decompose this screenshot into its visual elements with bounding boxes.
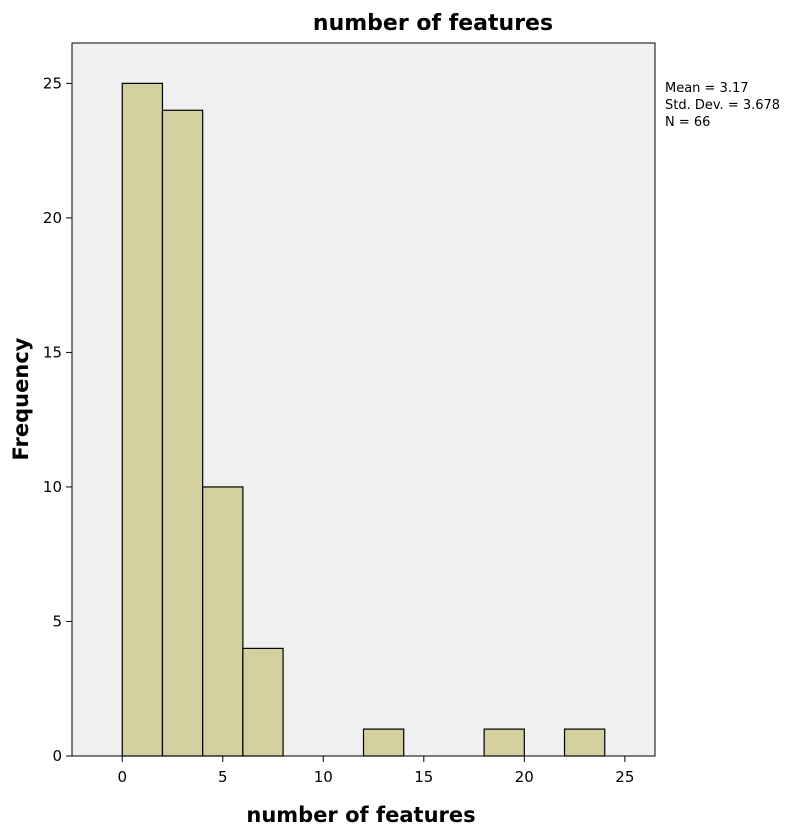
histogram-bar	[121, 82, 164, 757]
stats-mean: Mean = 3.17	[665, 81, 749, 96]
histogram-bar	[202, 486, 244, 757]
chart-title: number of features	[313, 11, 553, 36]
stats-legend: Mean = 3.17 Std. Dev. = 3.678 N = 66	[665, 81, 780, 130]
plot-frame	[71, 42, 656, 757]
y-tick-label: 15	[43, 343, 62, 361]
x-tick-label: 15	[414, 768, 433, 786]
x-tick-label: 5	[218, 768, 228, 786]
y-tick-label: 0	[52, 747, 62, 765]
y-axis-title: Frequency	[9, 337, 33, 460]
x-tick-label: 20	[515, 768, 534, 786]
histogram-bar	[242, 647, 284, 757]
x-axis: 0 5 10 15 20 25	[117, 756, 634, 786]
histogram-bar	[563, 728, 606, 757]
y-tick-label: 5	[52, 612, 62, 630]
x-tick-label: 0	[117, 768, 127, 786]
y-tick-label: 10	[43, 478, 62, 496]
stats-std-dev: Std. Dev. = 3.678	[665, 98, 780, 113]
y-tick-label: 25	[43, 74, 62, 92]
bars-layer	[121, 82, 606, 757]
y-tick-label: 20	[43, 209, 62, 227]
histogram-bar	[362, 728, 405, 757]
histogram-bar	[161, 109, 204, 757]
y-axis: 0 5 10 15 20 25	[43, 74, 72, 765]
x-axis-title: number of features	[246, 803, 475, 827]
stats-n: N = 66	[665, 115, 710, 130]
histogram-bar	[483, 728, 525, 757]
x-tick-label: 25	[615, 768, 634, 786]
x-tick-label: 10	[314, 768, 333, 786]
